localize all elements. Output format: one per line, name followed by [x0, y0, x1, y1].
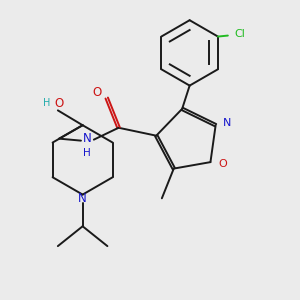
Text: Cl: Cl [234, 28, 245, 39]
Text: O: O [92, 85, 101, 99]
Text: H: H [83, 148, 91, 158]
Text: O: O [218, 159, 227, 169]
Text: N: N [223, 118, 232, 128]
Text: N: N [82, 132, 91, 145]
Text: O: O [54, 97, 64, 110]
Text: N: N [78, 192, 87, 205]
Text: H: H [43, 98, 51, 108]
